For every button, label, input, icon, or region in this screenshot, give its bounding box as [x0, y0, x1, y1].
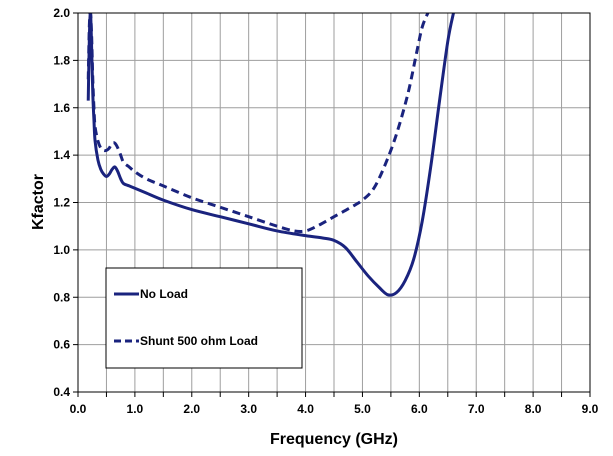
x-tick-label: 1.0 — [127, 402, 144, 416]
x-tick-label: 9.0 — [582, 402, 599, 416]
x-axis-title: Frequency (GHz) — [270, 431, 398, 448]
y-tick-label: 0.6 — [53, 338, 70, 352]
y-tick-label: 0.4 — [53, 385, 70, 399]
y-tick-label: 0.8 — [53, 290, 70, 304]
legend: No Load Shunt 500 ohm Load — [105, 267, 303, 369]
ticks — [73, 12, 591, 397]
x-tick-label: 7.0 — [468, 402, 485, 416]
x-tick-label: 5.0 — [354, 402, 371, 416]
y-tick-label: 2.0 — [53, 6, 70, 20]
tick-labels: 0.0 1.0 2.0 3.0 4.0 5.0 6.0 7.0 8.0 9.0 0.4 0.6 0.8 1… — [53, 6, 598, 416]
x-tick-label: 2.0 — [183, 402, 200, 416]
y-tick-label: 1.2 — [53, 196, 70, 210]
y-tick-label: 1.0 — [53, 243, 70, 257]
y-tick-label: 1.4 — [53, 148, 70, 162]
legend-label-no-load: No Load — [140, 287, 188, 301]
grid — [78, 13, 590, 392]
x-tick-label: 8.0 — [525, 402, 542, 416]
series-line-shunt-500-ohm-load — [86, 13, 430, 234]
y-tick-label: 1.8 — [53, 53, 70, 67]
legend-box — [105, 267, 303, 369]
y-tick-label: 1.6 — [53, 101, 70, 115]
x-tick-label: 4.0 — [297, 402, 314, 416]
x-tick-label: 6.0 — [411, 402, 428, 416]
x-tick-label: 0.0 — [70, 402, 87, 416]
series-line-no-load — [86, 13, 455, 297]
y-axis-title: Kfactor — [30, 174, 47, 230]
legend-label-shunt-load: Shunt 500 ohm Load — [140, 334, 258, 348]
x-tick-label: 3.0 — [240, 402, 257, 416]
series-layer — [86, 13, 455, 297]
